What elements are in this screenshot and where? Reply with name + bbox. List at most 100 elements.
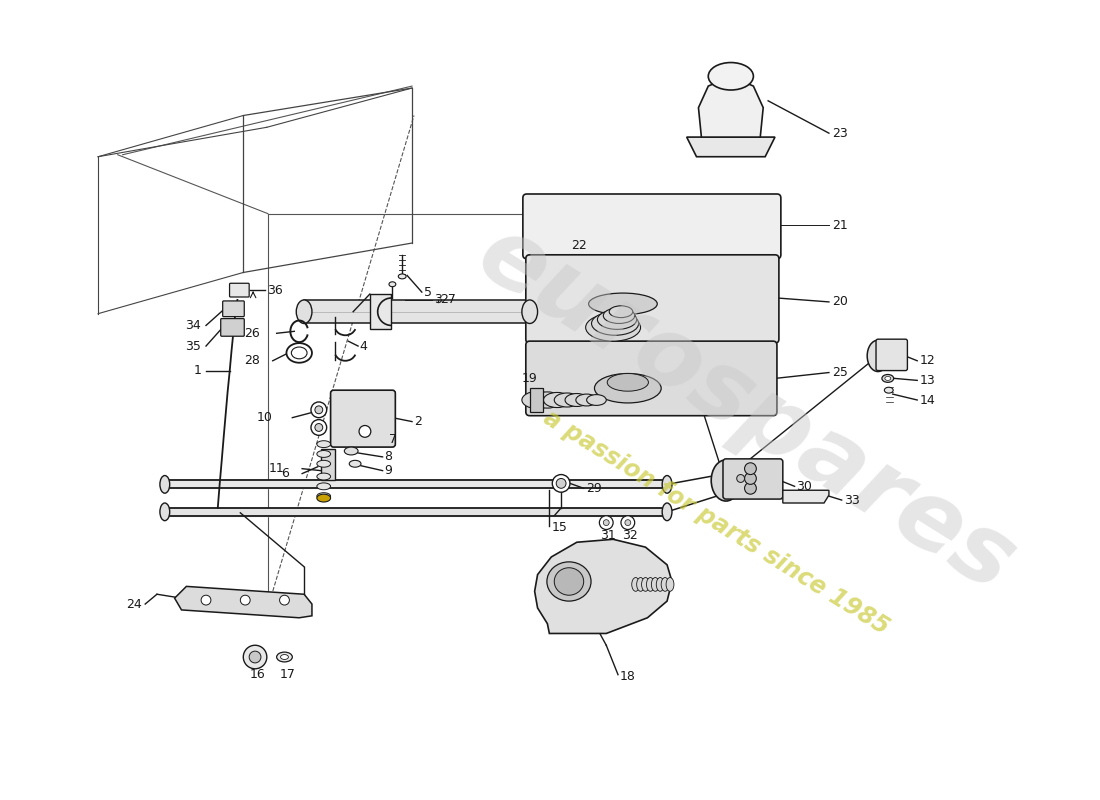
Text: 3: 3: [433, 294, 441, 306]
FancyBboxPatch shape: [723, 459, 783, 499]
Text: 5: 5: [424, 286, 432, 298]
Bar: [321, 449, 334, 481]
Ellipse shape: [592, 312, 639, 335]
Text: 18: 18: [620, 670, 636, 683]
Text: 2: 2: [414, 415, 421, 428]
Ellipse shape: [597, 310, 637, 330]
Circle shape: [315, 406, 322, 414]
Text: 8: 8: [385, 450, 393, 463]
Circle shape: [745, 473, 757, 484]
Text: 26: 26: [244, 326, 260, 340]
Ellipse shape: [712, 460, 740, 501]
Ellipse shape: [317, 460, 331, 467]
Circle shape: [552, 474, 570, 492]
Ellipse shape: [344, 447, 359, 455]
Text: 6: 6: [282, 467, 289, 480]
Ellipse shape: [292, 347, 307, 358]
Ellipse shape: [317, 473, 331, 480]
Text: a passion for parts since 1985: a passion for parts since 1985: [539, 406, 893, 639]
Circle shape: [745, 462, 757, 474]
Text: 4: 4: [359, 339, 367, 353]
Text: 32: 32: [621, 529, 638, 542]
Polygon shape: [535, 539, 672, 634]
Text: 11: 11: [268, 462, 285, 475]
Ellipse shape: [565, 394, 588, 406]
Text: 1: 1: [194, 364, 201, 377]
Ellipse shape: [651, 578, 659, 591]
Ellipse shape: [160, 475, 169, 493]
Ellipse shape: [657, 578, 664, 591]
Ellipse shape: [631, 578, 639, 591]
Text: 14: 14: [920, 394, 935, 406]
Circle shape: [737, 474, 745, 482]
Circle shape: [603, 520, 609, 526]
Text: 15: 15: [551, 521, 568, 534]
Ellipse shape: [286, 343, 312, 362]
Ellipse shape: [594, 374, 661, 403]
Text: 23: 23: [832, 126, 848, 140]
Ellipse shape: [607, 374, 648, 391]
Bar: [370, 294, 392, 330]
Ellipse shape: [867, 340, 889, 371]
Circle shape: [311, 402, 327, 418]
FancyBboxPatch shape: [522, 194, 781, 258]
Ellipse shape: [276, 652, 293, 662]
Text: 30: 30: [796, 480, 813, 493]
Ellipse shape: [280, 654, 288, 659]
Text: 29: 29: [585, 482, 602, 494]
Ellipse shape: [884, 377, 891, 380]
Circle shape: [243, 646, 267, 669]
FancyBboxPatch shape: [331, 390, 395, 447]
Ellipse shape: [317, 483, 331, 490]
FancyBboxPatch shape: [230, 283, 250, 297]
Circle shape: [201, 595, 211, 605]
Ellipse shape: [547, 562, 591, 601]
Text: 17: 17: [279, 668, 296, 681]
Ellipse shape: [609, 306, 632, 318]
Text: 35: 35: [185, 339, 201, 353]
Text: 12: 12: [920, 354, 935, 367]
Ellipse shape: [317, 494, 331, 502]
Ellipse shape: [882, 374, 893, 382]
Ellipse shape: [160, 503, 169, 521]
Text: eurospares: eurospares: [460, 207, 1031, 612]
Ellipse shape: [554, 568, 584, 595]
Text: 7: 7: [389, 433, 397, 446]
Ellipse shape: [603, 308, 635, 323]
Text: 27: 27: [440, 294, 456, 306]
FancyBboxPatch shape: [222, 301, 244, 317]
Ellipse shape: [317, 493, 331, 499]
Ellipse shape: [389, 282, 396, 286]
Ellipse shape: [317, 441, 331, 447]
Bar: [304, 300, 530, 323]
Ellipse shape: [884, 387, 893, 393]
Ellipse shape: [647, 578, 654, 591]
Ellipse shape: [662, 503, 672, 521]
Text: 22: 22: [571, 238, 586, 251]
Text: 24: 24: [126, 598, 142, 610]
Text: 13: 13: [920, 374, 935, 387]
Ellipse shape: [296, 300, 312, 323]
Ellipse shape: [521, 391, 553, 409]
Circle shape: [250, 651, 261, 663]
Ellipse shape: [585, 314, 640, 341]
Circle shape: [311, 420, 327, 435]
Text: 28: 28: [244, 354, 260, 367]
Circle shape: [625, 520, 630, 526]
Ellipse shape: [521, 300, 538, 323]
Circle shape: [745, 482, 757, 494]
Circle shape: [315, 423, 322, 431]
Text: 34: 34: [186, 319, 201, 332]
Ellipse shape: [588, 293, 658, 314]
FancyBboxPatch shape: [526, 341, 777, 416]
Ellipse shape: [667, 578, 674, 591]
Polygon shape: [175, 586, 312, 618]
Ellipse shape: [317, 450, 331, 458]
Ellipse shape: [398, 274, 406, 279]
Ellipse shape: [637, 578, 645, 591]
FancyBboxPatch shape: [221, 318, 244, 336]
Circle shape: [600, 516, 613, 530]
Ellipse shape: [586, 394, 606, 406]
Text: 25: 25: [832, 366, 848, 379]
Circle shape: [621, 516, 635, 530]
